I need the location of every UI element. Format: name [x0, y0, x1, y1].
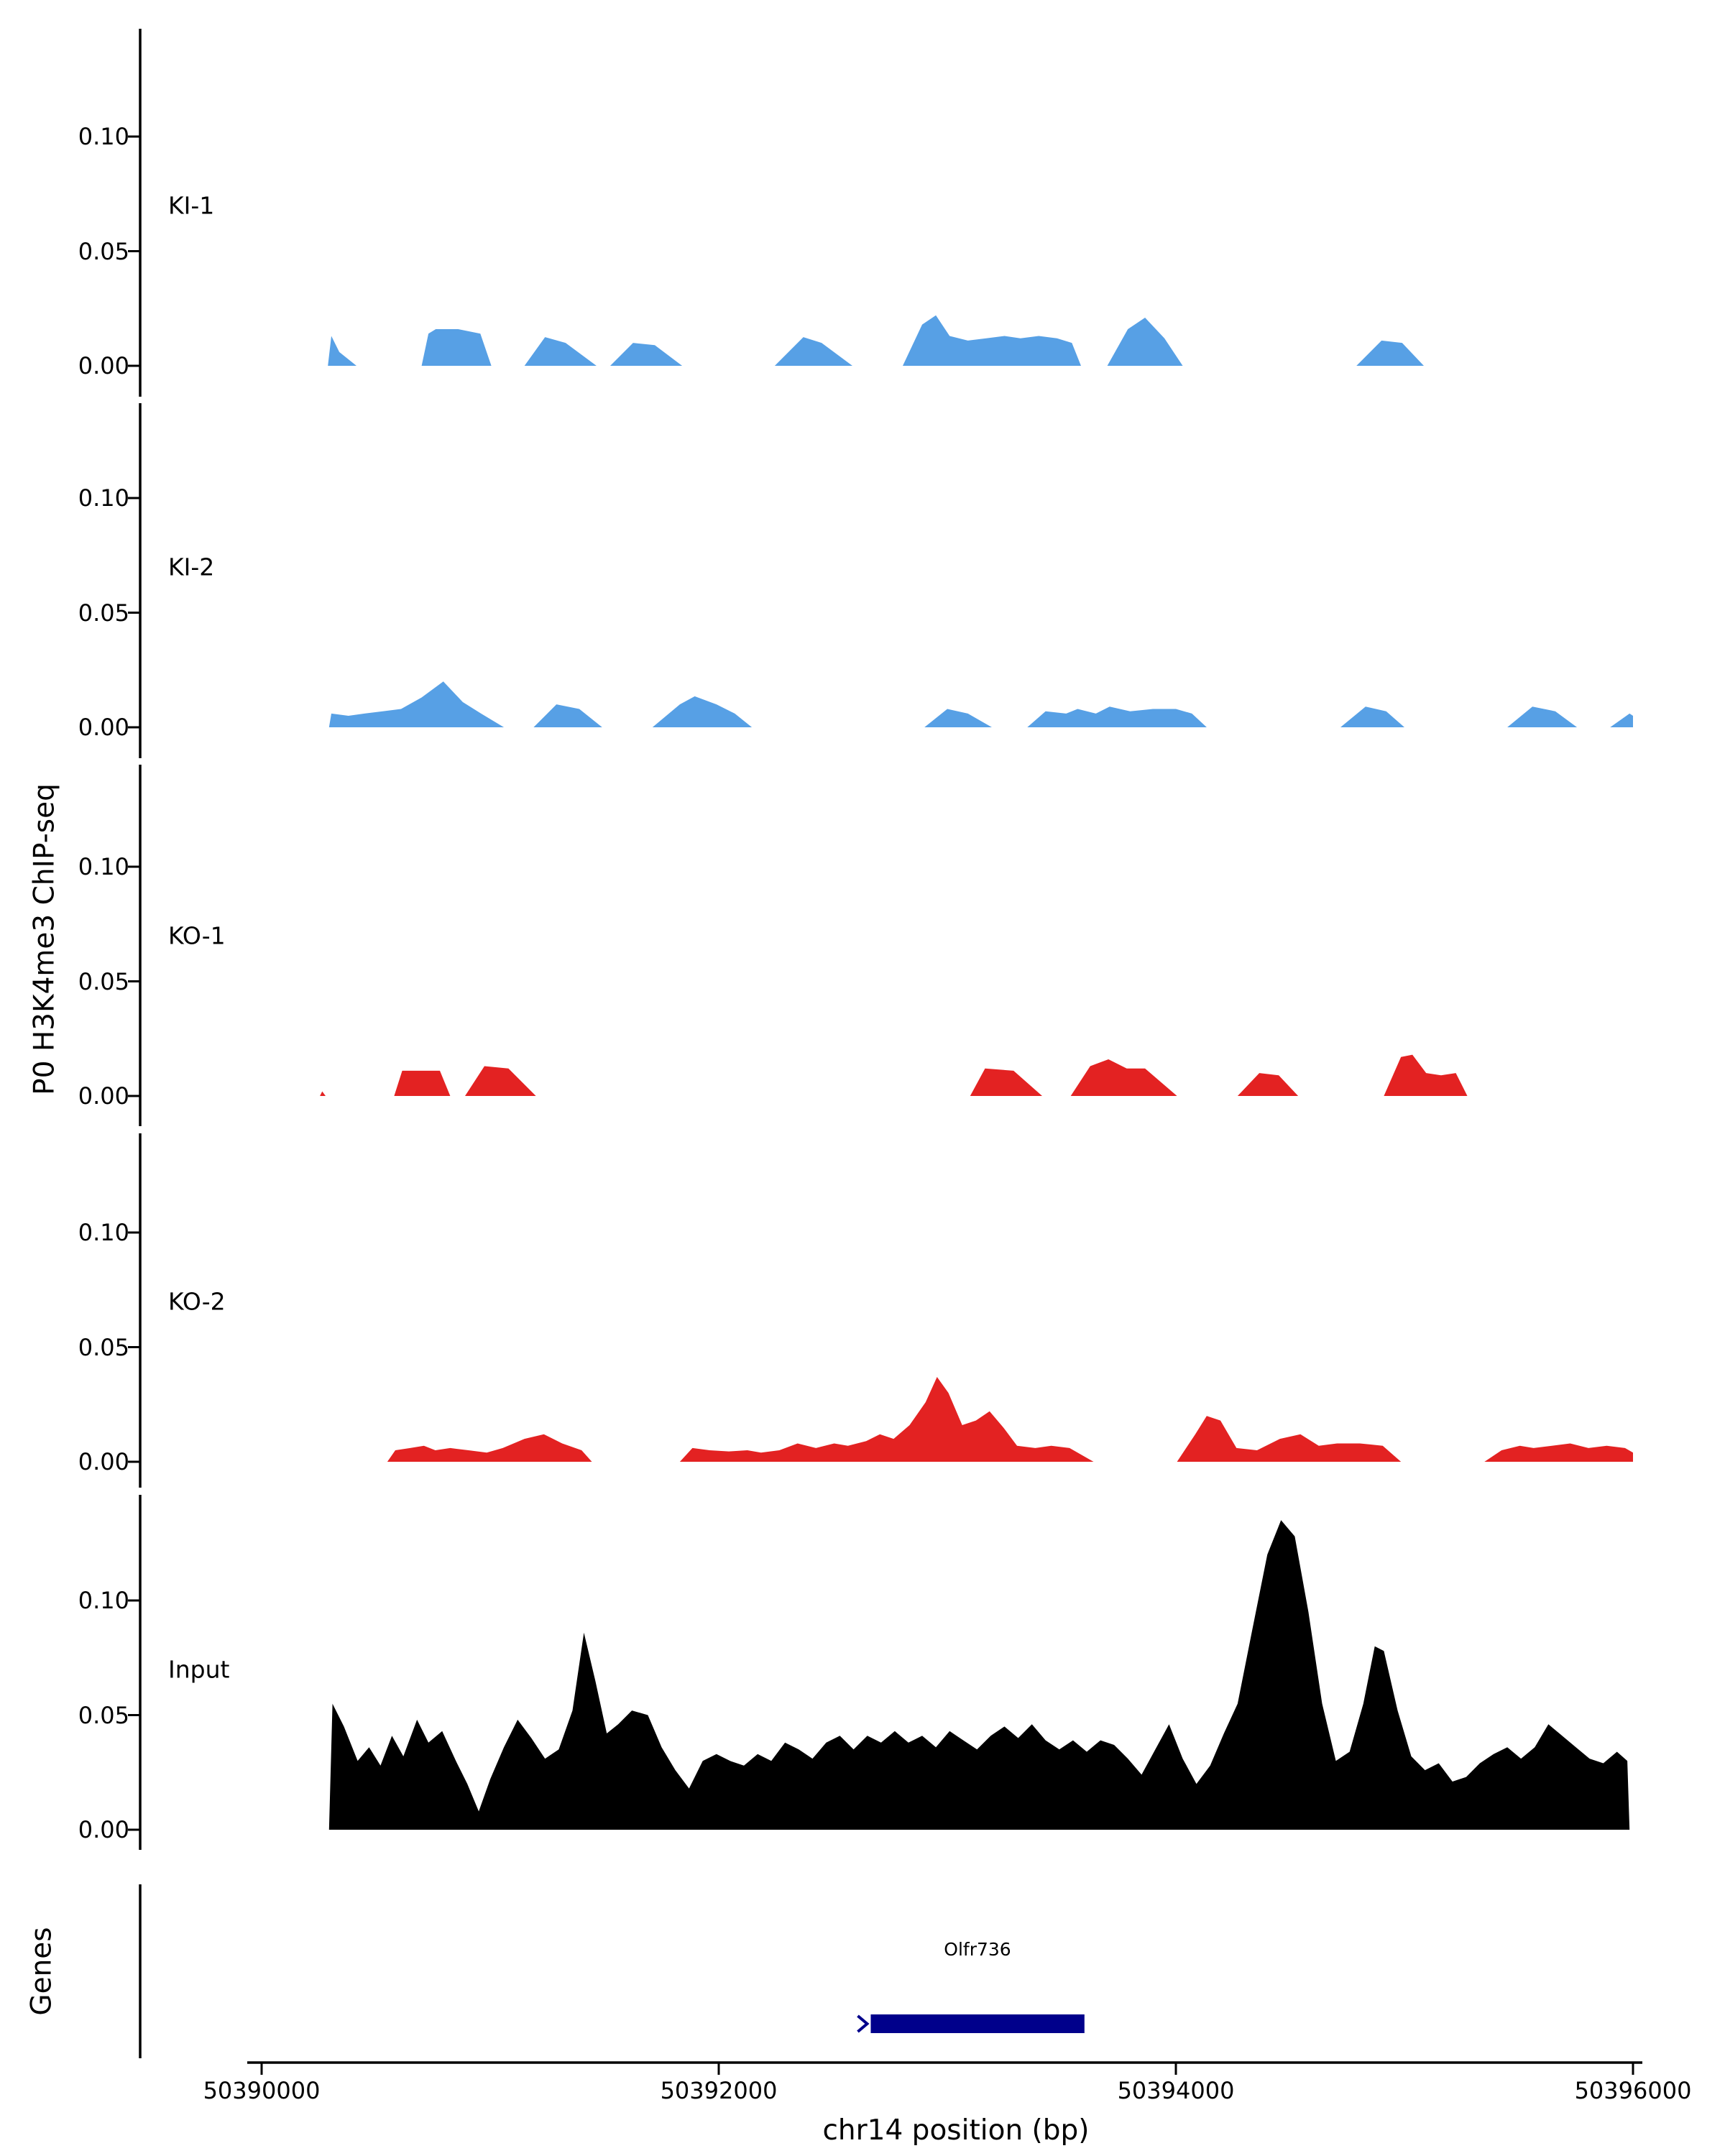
y-tick-label: 0.05	[78, 238, 129, 265]
y-tick-label: 0.05	[78, 968, 129, 995]
x-tick-label: 50396000	[1574, 2077, 1692, 2104]
track-area-ki-2	[328, 681, 1633, 727]
x-tick-label: 50390000	[203, 2077, 321, 2104]
y-tick-label: 0.05	[78, 599, 129, 627]
y-tick-label: 0.00	[78, 1448, 129, 1475]
y-tick-label: 0.05	[78, 1702, 129, 1729]
gene-name-olfr736: Olfr736	[944, 1939, 1011, 1960]
y-tick-label: 0.05	[78, 1334, 129, 1361]
y-tick-label: 0.10	[78, 1219, 129, 1246]
y-tick-label: 0.00	[78, 1816, 129, 1843]
y-tick-label: 0.10	[78, 853, 129, 880]
y-tick-label: 0.10	[78, 1587, 129, 1614]
track-area-ko-1	[320, 1054, 1468, 1096]
y-tick-label: 0.00	[78, 352, 129, 379]
genes-axis-label: Genes	[25, 1927, 58, 2016]
track-label-ko2: KO-2	[168, 1287, 226, 1316]
y-tick-label: 0.10	[78, 123, 129, 150]
y-tick-label: 0.00	[78, 714, 129, 741]
track-area-input	[328, 1520, 1630, 1830]
y-tick-label: 0.10	[78, 484, 129, 512]
track-label-ki1: KI-1	[168, 191, 215, 220]
track-area-ki-1	[328, 315, 1425, 366]
gene-strand-arrow	[857, 2014, 870, 2033]
x-axis-title: chr14 position (bp)	[822, 2114, 1090, 2147]
y-tick-label: 0.00	[78, 1082, 129, 1110]
track-label-ko1: KO-1	[168, 921, 226, 950]
gene-body	[870, 2014, 1085, 2033]
x-tick-label: 50392000	[660, 2077, 778, 2104]
track-area-ko-2	[387, 1377, 1633, 1462]
y-axis-label: P0 H3K4me3 ChIP-seq	[28, 783, 61, 1095]
track-label-input: Input	[168, 1655, 230, 1684]
x-tick-label: 50394000	[1117, 2077, 1235, 2104]
track-label-ki2: KI-2	[168, 553, 215, 581]
